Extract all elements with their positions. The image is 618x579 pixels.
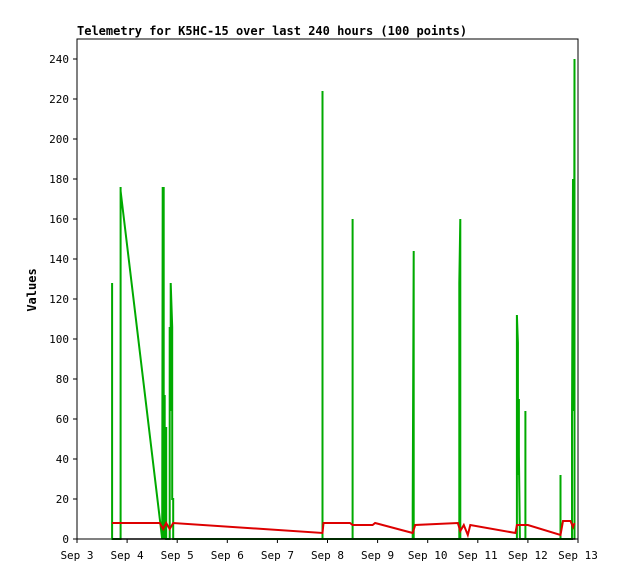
y-tick-label: 20 <box>56 493 69 506</box>
x-tick-label: Sep 8 <box>311 549 344 562</box>
y-tick-label: 240 <box>49 53 69 66</box>
y-tick-label: 140 <box>49 253 69 266</box>
series-layer <box>111 58 576 540</box>
x-axis-ticks: Sep 3 Sep 4 Sep 5 Sep 6 Sep 7 Sep 8 Sep 9 Sep 1… <box>60 539 598 562</box>
plot-area <box>76 38 579 540</box>
x-tick-label: Sep 10 <box>408 549 448 562</box>
y-tick-label: 200 <box>49 133 69 146</box>
x-tick-label: Sep 7 <box>261 549 294 562</box>
y-tick-label: 40 <box>56 453 69 466</box>
y-axis-ticks: 0 20 40 60 80 100 120 140 160 180 200 220 240 <box>49 53 77 546</box>
series-line <box>111 58 576 540</box>
x-tick-label: Sep 3 <box>60 549 93 562</box>
x-tick-label: Sep 4 <box>111 549 144 562</box>
y-tick-label: 220 <box>49 93 69 106</box>
x-tick-label: Sep 9 <box>361 549 394 562</box>
y-tick-label: 0 <box>62 533 69 546</box>
y-tick-label: 80 <box>56 373 69 386</box>
y-axis-label: Values <box>25 268 39 311</box>
y-tick-label: 180 <box>49 173 69 186</box>
x-tick-label: Sep 6 <box>211 549 244 562</box>
y-tick-label: 100 <box>49 333 69 346</box>
x-tick-label: Sep 13 <box>558 549 598 562</box>
chart-title: Telemetry for K5HC-15 over last 240 hour… <box>77 24 467 38</box>
x-tick-label: Sep 12 <box>508 549 548 562</box>
x-tick-label: Sep 11 <box>458 549 498 562</box>
series-line <box>112 520 576 539</box>
x-tick-label: Sep 5 <box>161 549 194 562</box>
y-tick-label: 160 <box>49 213 69 226</box>
y-tick-label: 60 <box>56 413 69 426</box>
y-tick-label: 120 <box>49 293 69 306</box>
